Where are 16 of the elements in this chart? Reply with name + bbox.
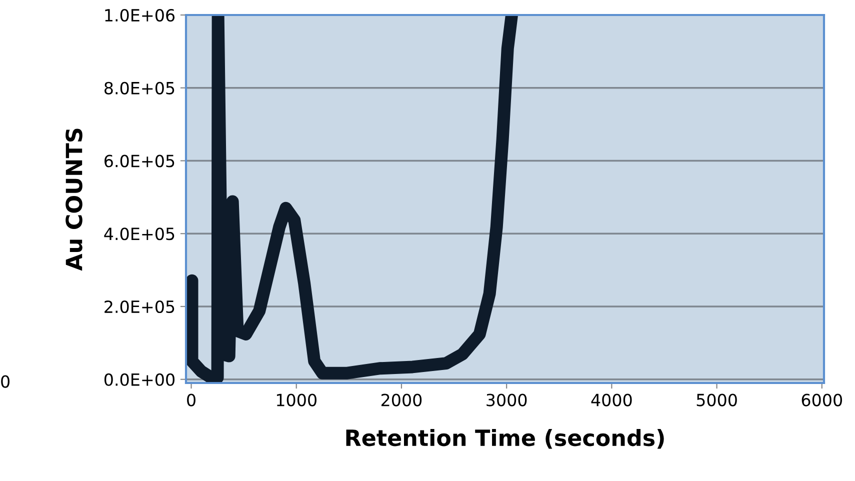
y-tick-label: 8.0E+05 (104, 82, 174, 94)
text: 0 (1, 375, 10, 388)
y-axis-title: Au COUNTS (66, 128, 82, 271)
x-axis-title: Retention Time (seconds) (346, 428, 664, 449)
x-tick-label: 1000 (276, 394, 316, 406)
y-tick-label: 4.0E+05 (104, 228, 174, 240)
x-tick-label: 3000 (486, 394, 527, 406)
y-tick-label: 0.0E+00 (104, 373, 174, 386)
x-tick-label: 4000 (591, 394, 632, 406)
x-tick-label: 0 (187, 394, 196, 406)
y-tick-label: 1.0E+06 (105, 8, 175, 22)
x-tick-label: 5000 (696, 394, 737, 406)
y-tick-label: 6.0E+05 (104, 154, 174, 168)
y-tick-label: 2.0E+05 (104, 300, 174, 314)
x-tick-label: 2000 (381, 394, 422, 406)
x-tick-label: 6000 (802, 394, 842, 406)
